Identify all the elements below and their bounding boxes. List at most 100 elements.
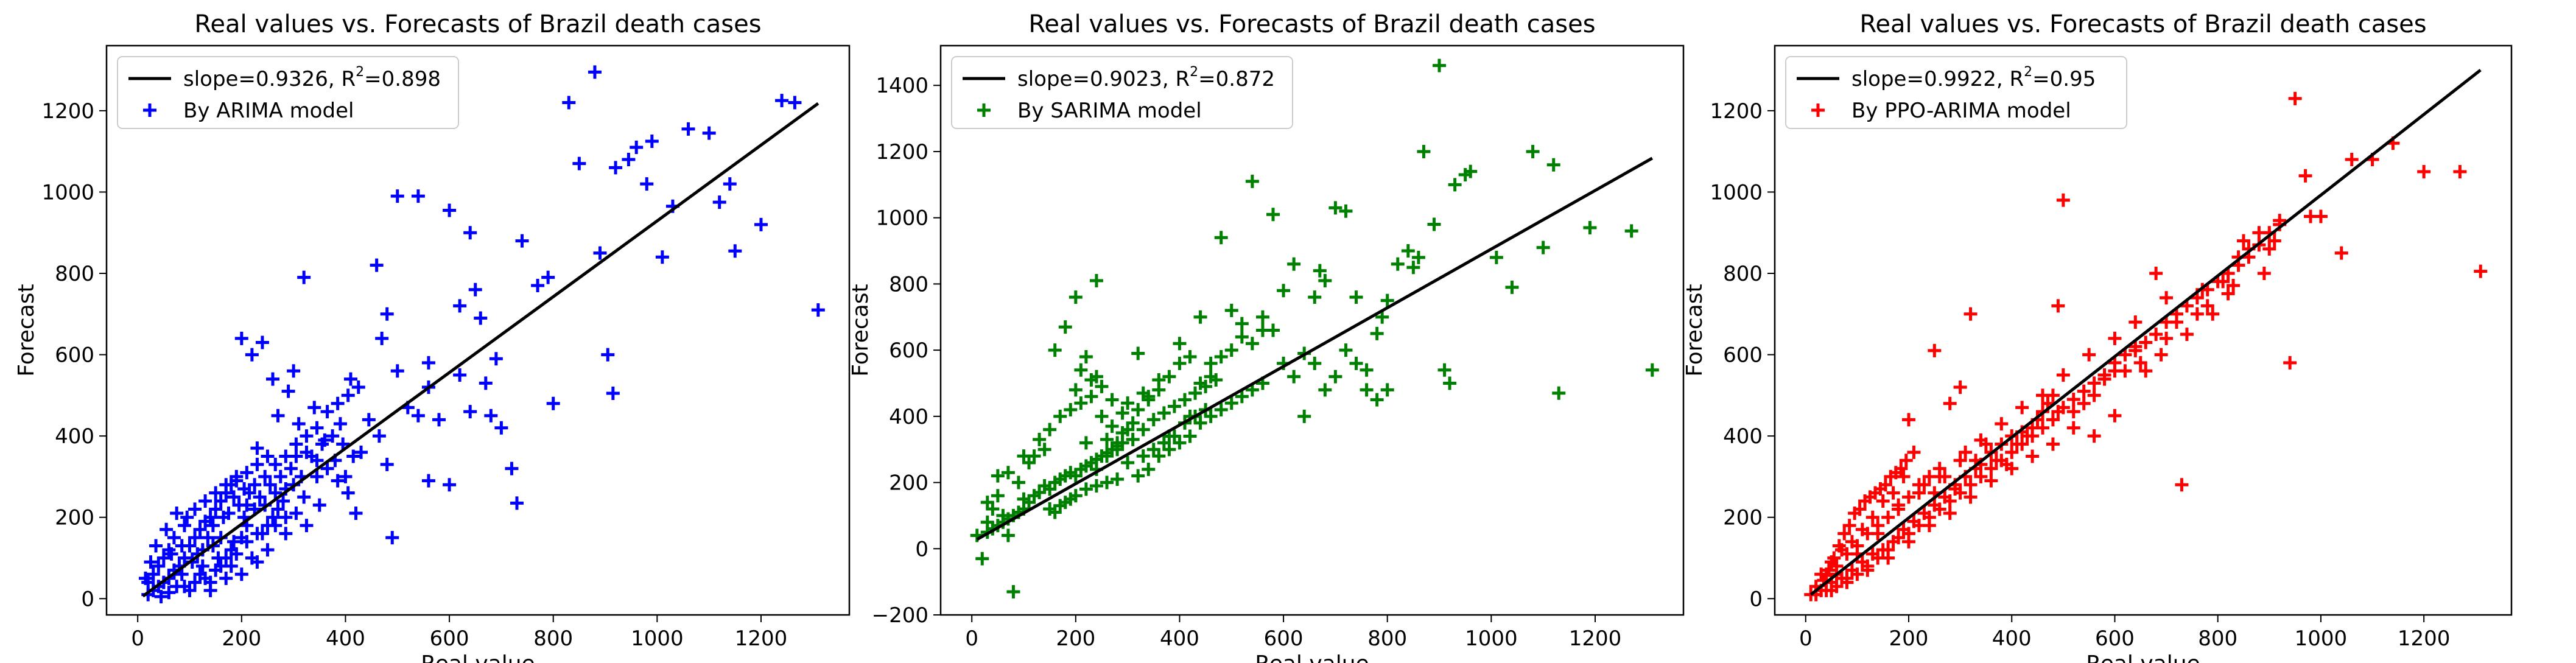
data-point (2206, 307, 2220, 321)
data-point (385, 531, 399, 545)
data-point (593, 246, 607, 260)
data-point (1526, 144, 1540, 158)
y-tick-label: 400 (1723, 424, 1763, 449)
data-point (1095, 449, 1109, 463)
data-point (2262, 242, 2276, 256)
data-point (2474, 264, 2488, 278)
data-point (1995, 454, 2009, 468)
legend: slope=0.9326, R2=0.898 By ARIMA model (117, 56, 459, 129)
data-point (263, 478, 277, 492)
data-point (1022, 455, 1036, 469)
data-point (2221, 287, 2235, 301)
data-point (209, 486, 223, 500)
y-tick-label: 800 (55, 262, 94, 286)
data-point (975, 552, 989, 566)
data-point (1458, 168, 1472, 182)
data-point (1033, 432, 1047, 446)
data-point (2026, 449, 2040, 463)
data-point (307, 401, 321, 415)
data-point (1917, 478, 1931, 492)
data-point (276, 494, 290, 508)
data-point (2056, 401, 2070, 415)
chart-title: Real values vs. Forecasts of Brazil deat… (194, 10, 761, 38)
data-point (341, 388, 355, 402)
data-point (1902, 413, 1915, 427)
x-tick-label: 0 (1799, 626, 1813, 651)
x-tick-label: 800 (2198, 626, 2237, 651)
data-point (1235, 390, 1249, 404)
data-point (230, 547, 244, 561)
y-tick-label: 200 (1723, 506, 1763, 530)
data-point (1084, 455, 1098, 469)
y-tick-label: 1400 (876, 74, 928, 98)
data-point (253, 490, 267, 504)
data-point (177, 580, 191, 594)
data-point (811, 303, 825, 317)
data-point (201, 531, 215, 545)
data-point (152, 559, 166, 573)
data-point (1089, 479, 1103, 493)
legend-fit-text: slope=0.9023, R (1017, 67, 1190, 91)
y-tick-label: 600 (55, 343, 94, 368)
data-point (2149, 267, 2163, 280)
data-point (2077, 384, 2091, 398)
data-point (1266, 323, 1280, 337)
data-point (1209, 373, 1223, 387)
legend: slope=0.9922, R2=0.95 By PPO-ARIMA model (1785, 56, 2127, 129)
data-point (2026, 429, 2040, 443)
data-series (138, 65, 825, 603)
data-point (1173, 356, 1187, 370)
data-point (479, 376, 493, 390)
data-point (279, 510, 293, 524)
fit-line (1809, 69, 2482, 596)
data-point (562, 96, 576, 110)
data-point (206, 519, 220, 533)
data-point (432, 413, 446, 427)
data-point (712, 195, 726, 209)
data-point (1177, 393, 1191, 407)
data-point (1146, 413, 1160, 427)
x-tick-label: 0 (131, 626, 144, 651)
data-point (1448, 178, 1462, 192)
data-point (1902, 490, 1915, 504)
data-point (1339, 204, 1353, 218)
data-point (261, 449, 275, 463)
data-point (1433, 58, 1447, 72)
data-point (1360, 383, 1374, 397)
data-point (2087, 376, 2101, 390)
data-point (279, 449, 293, 463)
data-point (261, 543, 275, 557)
data-point (1417, 144, 1431, 158)
data-point (2160, 291, 2174, 305)
data-point (219, 571, 233, 585)
data-point (219, 551, 233, 565)
data-point (2066, 421, 2080, 435)
data-point (1266, 208, 1280, 222)
legend-box (951, 56, 1293, 129)
data-point (1287, 257, 1301, 271)
data-point (1842, 519, 1856, 533)
legend-fit-value: =0.95 (2032, 67, 2096, 91)
y-tick-label: −200 (872, 603, 928, 628)
x-tick-label: 600 (430, 626, 469, 651)
data-point (1871, 527, 1885, 541)
data-point (505, 461, 519, 475)
y-axis-label: Forecast (848, 284, 873, 376)
legend-marker-swatch (1811, 103, 1825, 117)
y-tick-label: 0 (81, 587, 94, 611)
data-point (343, 372, 357, 386)
data-point (494, 421, 508, 435)
data-point (1095, 409, 1109, 423)
data-point (788, 96, 802, 110)
chart-panel-3: Real values vs. Forecasts of Brazil deat… (1682, 10, 2513, 663)
data-point (2257, 267, 2271, 280)
data-point (1953, 486, 1967, 500)
data-point (1552, 386, 1566, 400)
data-point (240, 535, 254, 549)
data-point (333, 417, 347, 431)
x-tick-label: 200 (222, 626, 261, 651)
x-tick-label: 1000 (1465, 626, 1518, 651)
legend-marker-swatch (977, 103, 991, 117)
data-point (1840, 575, 1854, 589)
data-point (2036, 388, 2049, 402)
